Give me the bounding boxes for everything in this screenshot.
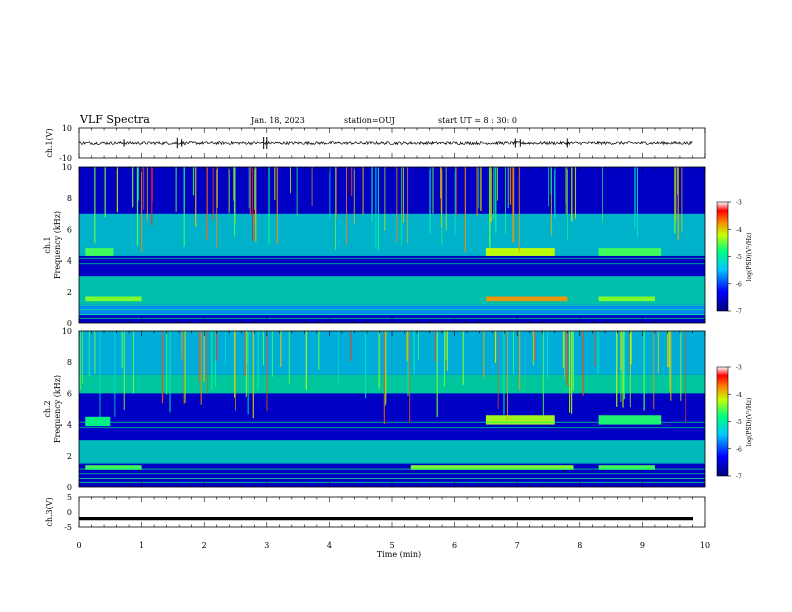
spectrogram-feature-4 (85, 248, 114, 256)
ch3-ytick-top: 5 (67, 493, 72, 502)
spectrogram-feature-7 (85, 296, 142, 302)
ch3-waveform-panel: 5 0 -5 ch.3(V) (45, 493, 706, 532)
spectrogram-feature-4 (85, 416, 111, 427)
frequency-tick-label: 2 (67, 452, 72, 461)
colorbar-tick-label: -7 (736, 309, 742, 316)
time-axis-label: Time (min) (377, 550, 421, 559)
ch1-colorbar-scale (716, 201, 729, 312)
spectrogram-feature-6 (598, 415, 662, 425)
ch1-spectrogram-panel: 0 2 4 6 8 10 ch.1 Frequency (kHz) (43, 163, 706, 328)
ch3-waveform-ticks (78, 497, 706, 527)
ch1-spectrogram-title: ch.1 (43, 236, 52, 253)
colorbar-tick-label: -5 (736, 254, 742, 261)
ch3-waveform-ylabel: ch.3(V) (45, 497, 54, 526)
time-tick-label: 6 (452, 541, 457, 550)
frequency-tick-label: 8 (67, 358, 72, 367)
frequency-tick-label: 8 (67, 194, 72, 203)
figure-title: VLF Spectra (79, 113, 150, 126)
ch1-waveform-ticks (78, 128, 706, 158)
ch1-waveform-panel: 10 -10 ch.1(V) (45, 124, 706, 163)
frequency-tick-label: 6 (67, 389, 72, 398)
ch2-spectrogram-panel: 0 2 4 6 8 10 ch.2 Frequency (kHz) (43, 327, 706, 492)
spectrogram-feature-3 (79, 440, 705, 464)
spectrogram-feature-1 (79, 374, 705, 394)
ch1-colorbar-ticks: -3 -4 -5 -6 -7 (728, 200, 742, 316)
spectrogram-feature-7 (85, 465, 142, 470)
ch1-spectrogram-ylabel: Frequency (kHz) (53, 211, 62, 279)
ch1-spectrogram-ticks (78, 167, 706, 323)
ch1-waveform-trace (78, 137, 693, 149)
ch2-colorbar-scale (716, 366, 729, 477)
spectrogram-feature-5 (485, 415, 555, 425)
ch2-spectrogram-title: ch.2 (43, 400, 52, 417)
ch2-frequency-tick-labels: 0 2 4 6 8 10 (62, 327, 72, 492)
frequency-tick-label: 10 (62, 163, 72, 172)
colorbar-tick-label: -6 (736, 446, 742, 453)
time-tick-label: 10 (700, 541, 710, 550)
colorbar-tick-label: -7 (736, 474, 742, 481)
ch1-colorbar: -3 -4 -5 -6 -7 log(PSD)(V²/Hz) (716, 200, 753, 316)
frequency-tick-label: 6 (67, 225, 72, 234)
ch2-spectrogram-ylabel: Frequency (kHz) (53, 375, 62, 443)
ch2-colorbar: -3 -4 -5 -6 -7 log(PSD)(V²/Hz) (716, 365, 753, 481)
time-tick-label: 3 (264, 541, 269, 550)
ch2-spectrogram-ticks (78, 331, 706, 487)
colorbar-tick-label: -4 (736, 227, 742, 234)
colorbar-tick-label: -3 (736, 365, 742, 372)
ch1-spectrogram-image (79, 167, 705, 323)
frequency-tick-label: 2 (67, 288, 72, 297)
colorbar-tick-label: -3 (736, 200, 742, 207)
ch1-ytick-bottom: -10 (59, 154, 72, 163)
frequency-tick-label: 0 (67, 483, 72, 492)
spectrogram-feature-9 (598, 296, 655, 302)
ch1-ytick-top: 10 (62, 124, 72, 133)
ch2-spectrogram-image (79, 331, 705, 487)
time-tick-label: 1 (139, 541, 144, 550)
time-tick-label: 4 (327, 541, 332, 550)
time-tick-label: 9 (640, 541, 645, 550)
frequency-tick-label: 0 (67, 319, 72, 328)
ch1-frequency-tick-labels: 0 2 4 6 8 10 (62, 163, 72, 328)
time-tick-label: 8 (577, 541, 582, 550)
spectrogram-feature-5 (485, 248, 555, 256)
ch3-ytick-mid: 0 (67, 508, 72, 517)
ch2-colorbar-ticks: -3 -4 -5 -6 -7 (728, 365, 742, 481)
time-tick-label: 0 (76, 541, 81, 550)
frequency-tick-label: 4 (67, 257, 72, 266)
time-axis-tick-labels: 0 1 2 3 4 5 6 7 8 9 10 (76, 541, 710, 550)
frequency-tick-label: 10 (62, 327, 72, 336)
header-station: station=OUJ (344, 116, 395, 125)
spectrogram-feature-9 (598, 465, 655, 470)
header-date: Jan. 18, 2023 (250, 116, 305, 125)
header-start-time: start UT = 8 : 30: 0 (438, 116, 517, 125)
spectrogram-feature-2 (79, 331, 705, 375)
ch1-colorbar-label: log(PSD)(V²/Hz) (746, 233, 753, 282)
ch3-ytick-bottom: -5 (64, 523, 72, 532)
time-tick-label: 5 (389, 541, 394, 550)
ch2-colorbar-label: log(PSD)(V²/Hz) (746, 398, 753, 447)
ch1-noise-trace (78, 140, 693, 146)
spectrogram-feature-8 (410, 465, 574, 470)
colorbar-tick-label: -6 (736, 281, 742, 288)
time-tick-label: 2 (202, 541, 207, 550)
colorbar-tick-label: -4 (736, 392, 742, 399)
spectrogram-feature-8 (485, 296, 568, 302)
frequency-tick-label: 4 (67, 421, 72, 430)
colorbar-tick-label: -5 (736, 419, 742, 426)
ch1-waveform-ylabel: ch.1(V) (45, 128, 54, 157)
spectrogram-feature-6 (598, 248, 662, 256)
time-tick-label: 7 (515, 541, 520, 550)
